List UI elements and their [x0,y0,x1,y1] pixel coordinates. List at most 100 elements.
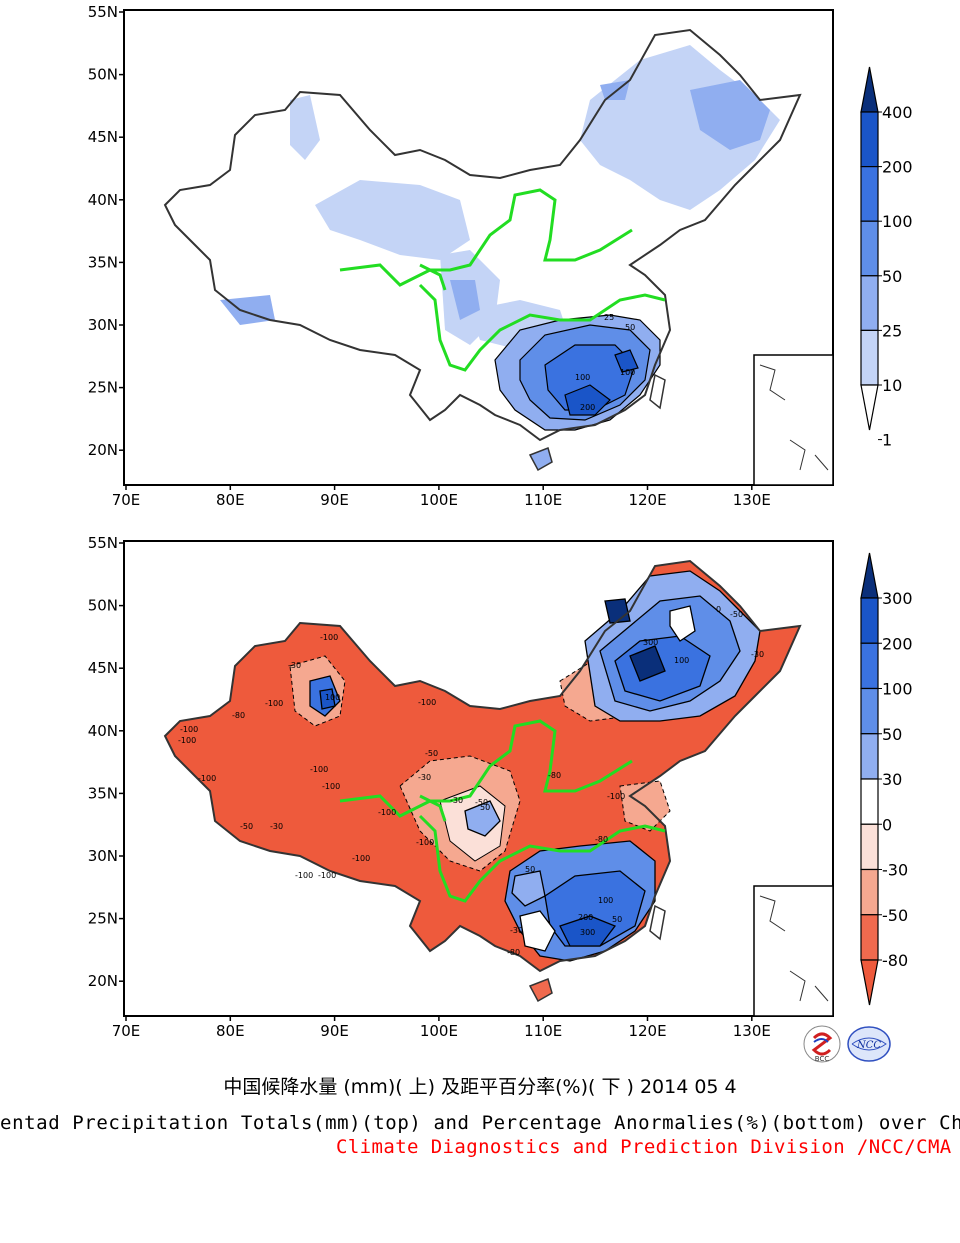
top-lon-axis: 70E 80E 90E 100E 110E 120E 130E [112,485,771,509]
ncc-logo: NCC [846,1024,891,1064]
division-credit: Climate Diagnostics and Prediction Divis… [336,1136,952,1158]
bottom-contour-labels: -100 -100 -100 -80 -30 -100 -100 -100 -1… [178,605,764,957]
title-chinese: 中国候降水量 (mm)( 上) 及距平百分率(%)( 下 ) 2014 05 4 [223,1076,737,1098]
lon-tick-label: 130E [733,491,771,509]
contour-label: 50 [525,865,535,874]
contour-label: -100 [378,808,396,817]
colorbar-label: -30 [882,861,908,880]
colorbar-arrow-top [860,66,879,113]
colorbar-swatch [860,275,879,331]
contour-label: 50 [480,803,490,812]
colorbar-label: 0 [882,815,892,834]
lon-tick-label: 110E [524,491,562,509]
contour-label: -80 [232,711,245,720]
lon-tick-label: 70E [112,491,141,509]
colorbar-swatch [860,733,879,780]
lon-tick-label: 90E [320,491,349,509]
lat-tick-label: 25N [88,910,118,928]
colorbar-swatch [860,329,879,386]
top-map: 25 50 100 100 200 55N 50N 45N 40N 35N 30N 25N 2… [88,3,913,509]
ncc-logo-text: NCC [856,1040,881,1051]
colorbar-swatch [860,687,879,735]
contour-label: -80 [548,771,561,780]
lat-tick-label: 20N [88,441,118,459]
contour-label: 100 [598,896,613,905]
lat-tick-label: 30N [88,316,118,334]
colorbar-label: 10 [882,376,902,395]
title-english: Pentad Precipitation Totals(mm)(top) and… [0,1112,960,1134]
bottom-positive-anomaly [309,570,761,962]
contour-label: -100 [198,774,216,783]
colorbar-swatch [860,778,879,825]
colorbar-arrow-bottom [860,384,879,431]
contour-label: -50 [425,749,438,758]
contour-label: 25 [604,313,614,322]
contour-label: -100 [352,854,370,863]
contour-label: -100 [607,792,625,801]
contour-label: -30 [751,650,764,659]
contour-label: 100 [620,368,635,377]
colorbar-label: 50 [882,267,902,286]
colorbar-swatch [860,111,879,168]
lat-tick-label: 20N [88,972,118,990]
top-lat-axis: 55N 50N 45N 40N 35N 30N 25N 20N [88,3,124,459]
bottom-lat-axis: 55N 50N 45N 40N 35N 30N 25N 20N [88,534,124,990]
lat-tick-label: 50N [88,597,118,615]
contour-label: -80 [595,835,608,844]
lat-tick-label: 40N [88,191,118,209]
lat-tick-label: 55N [88,534,118,552]
bottom-lon-axis: 70E 80E 90E 100E 110E 120E 130E [112,1016,771,1040]
top-inset-box [753,354,833,485]
colorbar-label: 25 [882,321,902,340]
colorbar-swatch [860,642,879,690]
colorbar-label: -50 [882,906,908,925]
lat-tick-label: 30N [88,847,118,865]
colorbar-label: 300 [882,589,913,608]
lon-tick-label: 100E [420,1022,458,1040]
colorbar-swatch [860,914,879,961]
contour-label: -30 [288,661,301,670]
lon-tick-label: 120E [628,1022,666,1040]
colorbar-arrow-bottom [860,959,879,1006]
lon-tick-label: 90E [320,1022,349,1040]
lat-tick-label: 45N [88,128,118,146]
contour-label: 300 [580,928,595,937]
contour-label: 200 [578,913,593,922]
lat-tick-label: 55N [88,3,118,21]
colorbar-arrow-top [860,552,879,599]
top-precip-fills-2 [220,80,770,325]
top-heavy-rain [494,314,661,431]
contour-label: 200 [580,403,595,412]
colorbar-label: 200 [882,634,913,653]
contour-label: -50 [730,610,743,619]
contour-label: -100 [310,765,328,774]
contour-label: -30 [510,926,523,935]
contour-label: 100 [575,373,590,382]
top-contour-labels: 25 50 100 100 200 [575,313,635,412]
lon-tick-label: 80E [216,491,245,509]
contour-label: 50 [612,915,622,924]
bottom-rivers [339,719,666,903]
lon-tick-label: 70E [112,1022,141,1040]
top-rivers [339,188,666,372]
colorbar-label: -80 [882,951,908,970]
colorbar-label: 200 [882,158,913,177]
colorbar-label: 1 [882,431,892,450]
contour-label: -100 [318,871,336,880]
colorbar-label: 30 [882,770,902,789]
contour-label: -30 [450,796,463,805]
colorbar-swatch [860,166,879,222]
contour-label: -80 [507,948,520,957]
lon-tick-label: 80E [216,1022,245,1040]
contour-label: -100 [322,782,340,791]
colorbar-label: 100 [882,212,913,231]
contour-label: -30 [418,773,431,782]
lat-tick-label: 35N [88,253,118,271]
contour-label: -30 [270,822,283,831]
contour-label: -50 [240,822,253,831]
colorbar-label: 100 [882,680,913,699]
contour-label: 0 [716,605,721,614]
contour-label: -100 [265,699,283,708]
